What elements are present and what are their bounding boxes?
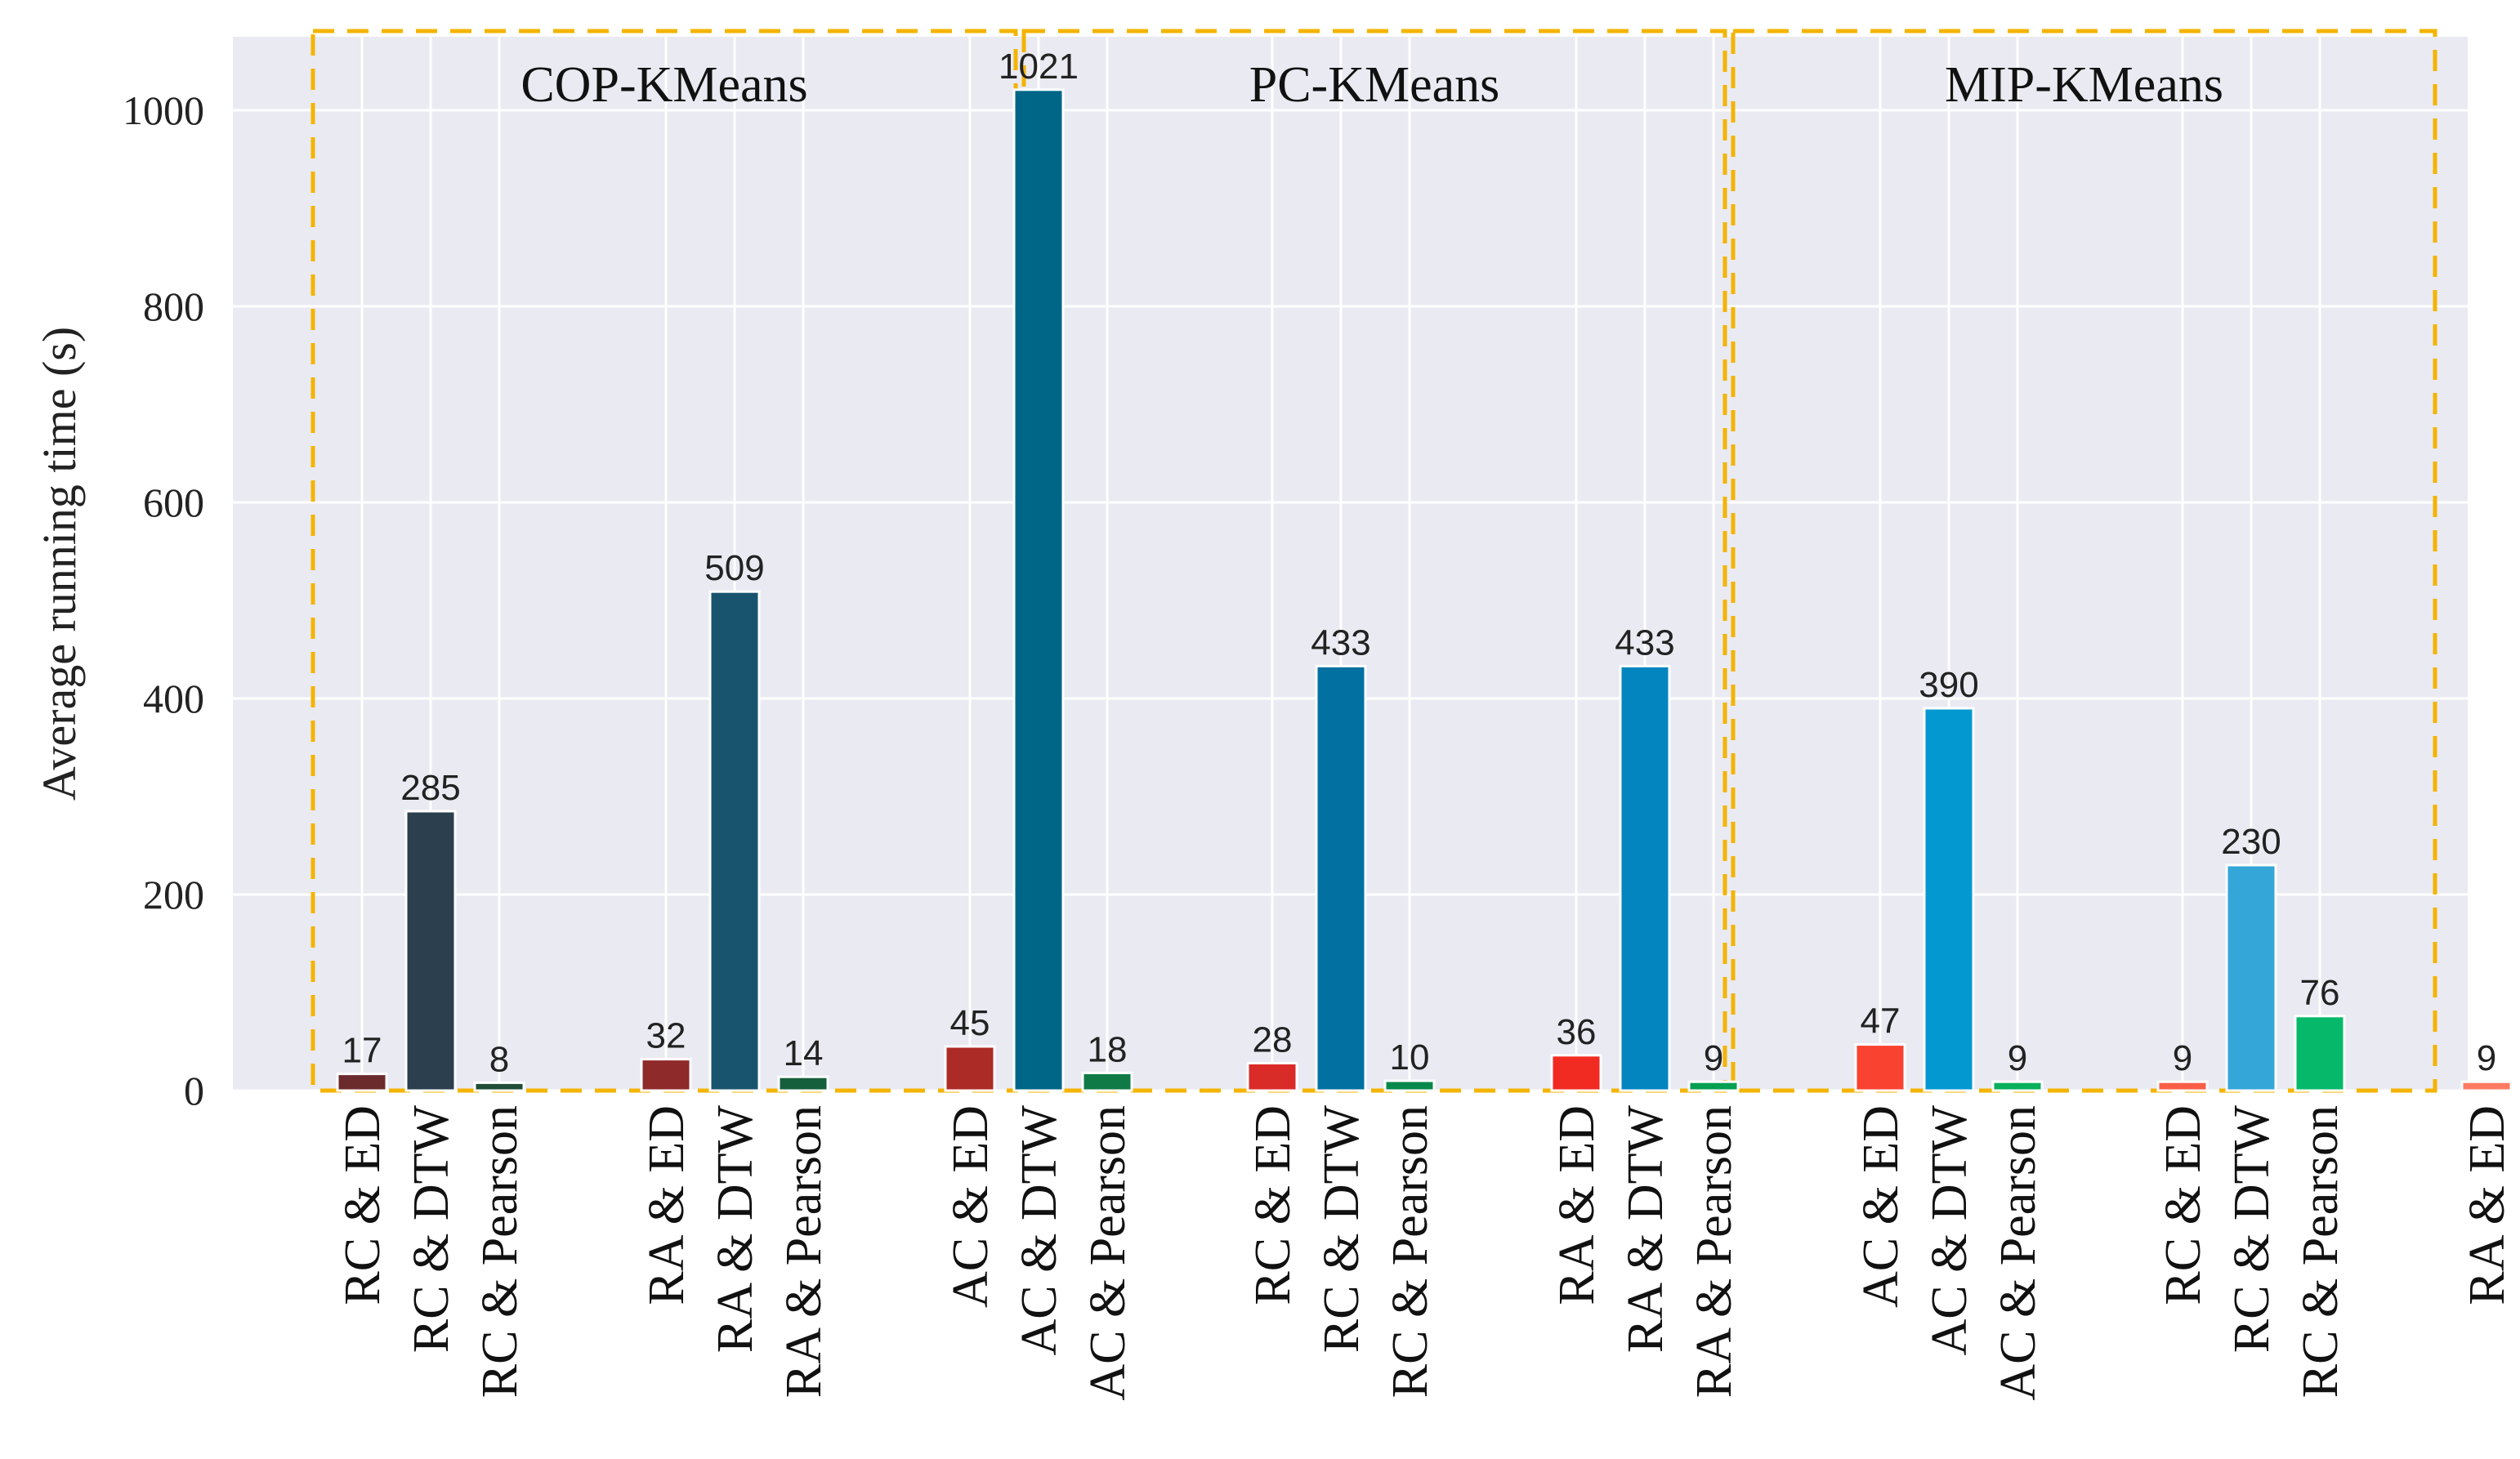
data-label: 14 [784,1033,824,1073]
data-label: 76 [2300,973,2340,1013]
data-label: 433 [1615,622,1674,663]
bar [2156,1080,2209,1092]
data-label: 47 [1861,1002,1901,1042]
bar [1246,1061,1298,1092]
x-tick-label: RC & ED [1245,1105,1301,1305]
data-label: 9 [2477,1038,2496,1078]
data-label: 433 [1311,622,1370,663]
y-axis-label: Average running time (s) [33,327,86,801]
x-tick-label: RC & DTW [1314,1105,1369,1354]
group-titles: COP-KMeans PC-KMeans MIP-KMeans [521,57,2223,113]
bar [2225,863,2277,1092]
y-tick-label: 0 [184,1068,204,1113]
bars [336,88,2513,1092]
data-label: 9 [2173,1038,2192,1078]
bar [1923,707,1975,1092]
x-tick-label: RA & ED [639,1105,695,1305]
bar [1550,1054,1602,1092]
bar [640,1058,692,1092]
x-tick-label: RA & ED [2460,1105,2515,1305]
bar [336,1073,388,1092]
data-label: 1021 [999,47,1079,87]
data-label: 32 [646,1016,686,1056]
x-tick-label: RA & ED [1549,1105,1605,1305]
group-title: MIP-KMeans [1945,57,2223,113]
bar [1687,1080,1740,1092]
bar [1081,1071,1133,1092]
data-label: 45 [950,1003,990,1043]
x-tick-label: AC & DTW [1012,1105,1067,1356]
x-tick-label: AC & Pearson [1991,1105,2046,1401]
bar [777,1075,829,1092]
bar [1854,1043,1906,1092]
group-box [1731,29,2437,1093]
x-tick-label: RC & Pearson [472,1105,528,1398]
data-label: 9 [2008,1038,2027,1078]
x-tick-label: RA & DTW [1618,1105,1673,1354]
y-tick-label: 400 [143,676,204,721]
bar [473,1081,525,1092]
x-tick-label: RC & Pearson [1383,1105,1438,1398]
y-tick-label: 800 [143,283,204,329]
x-tick-label: RA & Pearson [776,1105,832,1398]
data-label: 36 [1557,1012,1597,1052]
x-tick-label: RA & DTW [708,1105,763,1354]
y-tick-label: 600 [143,480,204,525]
data-labels: 17 285 8 32 509 14 45 1021 18 28 433 10 36 433 9 47 390 9… [342,47,2497,1080]
bar [1012,88,1065,1092]
bar [944,1045,996,1092]
bar [2460,1080,2513,1092]
bar [2294,1015,2346,1092]
bar [708,590,761,1092]
x-tick-label: AC & Pearson [1080,1105,1136,1401]
bar [404,810,457,1092]
y-tick-label: 1000 [123,87,204,133]
data-label: 390 [1919,665,1978,705]
y-tick-label: 200 [143,872,204,917]
bar [1991,1080,2044,1092]
data-label: 230 [2221,822,2281,862]
data-label: 10 [1390,1037,1430,1078]
x-tick-label: AC & DTW [1922,1105,1977,1356]
x-tick-labels: RC & ED RC & DTW RC & Pearson RA & ED RA & D… [335,1105,2515,1401]
x-tick-label: RC & DTW [404,1105,459,1354]
data-label: 9 [1704,1038,1723,1078]
data-label: 8 [489,1039,509,1079]
x-tick-label: RC & ED [2156,1105,2211,1305]
y-tick-labels: 0 200 400 600 800 1000 [123,87,204,1113]
data-label: 17 [342,1031,382,1071]
x-tick-label: AC & ED [943,1105,999,1308]
x-tick-label: RC & ED [335,1105,391,1305]
data-label: 28 [1253,1020,1293,1060]
data-label: 509 [704,548,764,588]
x-tick-label: RC & DTW [2224,1105,2280,1354]
data-label: 18 [1088,1029,1128,1069]
bar [1619,664,1671,1092]
group-title: PC-KMeans [1249,57,1500,113]
bar [1315,664,1367,1092]
x-tick-label: RC & Pearson [2293,1105,2348,1398]
bar [1383,1079,1436,1092]
x-tick-label: RA & Pearson [1687,1105,1742,1398]
group-title: COP-KMeans [521,57,807,113]
x-tick-label: AC & ED [1853,1105,1909,1308]
data-label: 285 [400,768,460,808]
